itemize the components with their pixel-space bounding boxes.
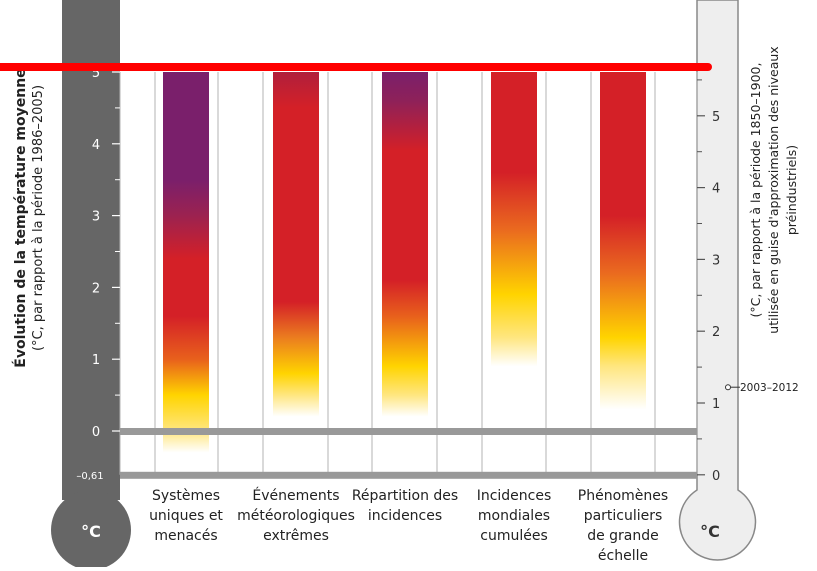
left-tick-label: 3 [92,210,100,225]
left-axis-subtitle: (°C, par rapport à la période 1986–2005) [31,85,46,351]
right-tick-label: 2 [712,325,720,340]
right-unit-label: °C [700,522,720,541]
category-label: météorologiques [237,508,355,524]
right-thermometer [678,0,757,561]
right-axis-title-line1: (°C, par rapport à la période 1850–1900, [748,63,763,318]
baseline-1986-2005 [120,428,697,435]
left-tick-label: 1 [92,353,100,368]
category-label: menacés [154,528,217,544]
category-label: cumulées [480,528,548,544]
category-label: Répartition des [352,488,458,504]
risk-bar-5 [600,72,646,475]
right-tick-label: 4 [712,182,720,197]
right-tick-label: 3 [712,253,720,268]
category-label: mondiales [478,508,550,524]
left-tick-label: 4 [92,138,100,153]
risk-bar-2 [273,72,319,475]
left-tick-label-extra: –0,61 [76,471,103,482]
category-label: Phénomènes [578,488,668,504]
category-label: incidences [368,508,442,524]
annotation-marker [725,384,731,391]
category-label: Incidences [477,488,552,504]
category-label: de grande [587,528,659,544]
risk-bar-3 [382,72,428,475]
annotation-label: 2003–2012 [740,382,799,394]
category-label: particuliers [584,508,663,524]
category-label: extrêmes [263,528,329,544]
category-label: Systèmes [152,488,220,504]
left-axis-title: Évolution de la température moyenne [12,68,29,367]
left-unit-label: °C [81,522,101,541]
category-label: Événements [252,487,339,504]
left-tick-label: 0 [92,425,100,440]
risk-bar-4 [491,72,537,475]
right-axis-title-line2: utilisée en guise d'approximation des ni… [766,46,781,333]
category-label: uniques et [149,508,223,524]
left-tick-label: 2 [92,281,100,296]
left-thermometer-tube [62,0,120,500]
left-thermometer-bulb [51,490,131,570]
left-tick-label: 5 [92,66,100,81]
category-label: échelle [598,548,648,564]
risk-bar-1 [163,72,209,475]
right-tick-label: 1 [712,397,720,412]
baseline-preindustrial [120,471,697,479]
right-tick-label: 0 [712,469,720,484]
right-tick-label: 5 [712,110,720,125]
right-axis-title-line3: préindustriels) [784,145,799,235]
